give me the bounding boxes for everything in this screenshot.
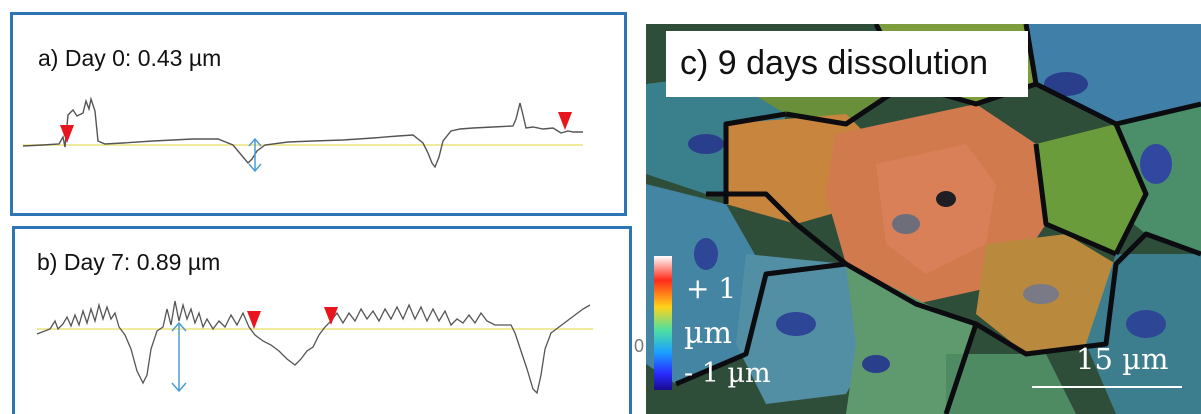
panel-b-marker-left-icon bbox=[247, 311, 261, 329]
map-title: c) 9 days dissolution bbox=[680, 44, 989, 82]
color-scale-bar-icon bbox=[654, 256, 672, 390]
scale-bar-icon bbox=[1032, 386, 1182, 388]
panel-b-depth-arrow-icon bbox=[171, 321, 187, 393]
panel-b-profile: b) Day 7: 0.89 µm bbox=[12, 226, 632, 414]
scale-bar-label: 15 µm bbox=[1076, 342, 1169, 376]
panel-a-label: a) Day 0: 0.43 µm bbox=[38, 45, 222, 71]
panel-a-marker-right-icon bbox=[558, 112, 572, 130]
map-title-box: c) 9 days dissolution bbox=[666, 31, 1028, 97]
stray-axis-zero: 0 bbox=[634, 336, 645, 356]
legend-unit-label: µm bbox=[684, 316, 732, 351]
panel-b-profile-line bbox=[36, 300, 591, 395]
panel-a-profile-line bbox=[22, 96, 583, 169]
panel-a-profile-plot bbox=[22, 96, 583, 173]
panel-a-marker-left-icon bbox=[60, 125, 74, 143]
panel-c-dissolution-map: c) 9 days dissolution + 1 µm - 1 µm 15 µ… bbox=[646, 24, 1201, 414]
panel-a-depth-arrow-icon bbox=[248, 137, 262, 173]
legend-min-label: - 1 µm bbox=[684, 358, 771, 389]
panel-b-label: b) Day 7: 0.89 µm bbox=[37, 249, 221, 275]
panel-b-profile-plot bbox=[36, 300, 593, 395]
legend-max-label: + 1 bbox=[686, 272, 737, 305]
panel-a-profile: a) Day 0: 0.43 µm bbox=[10, 12, 627, 216]
panel-b-marker-right-icon bbox=[324, 307, 338, 325]
